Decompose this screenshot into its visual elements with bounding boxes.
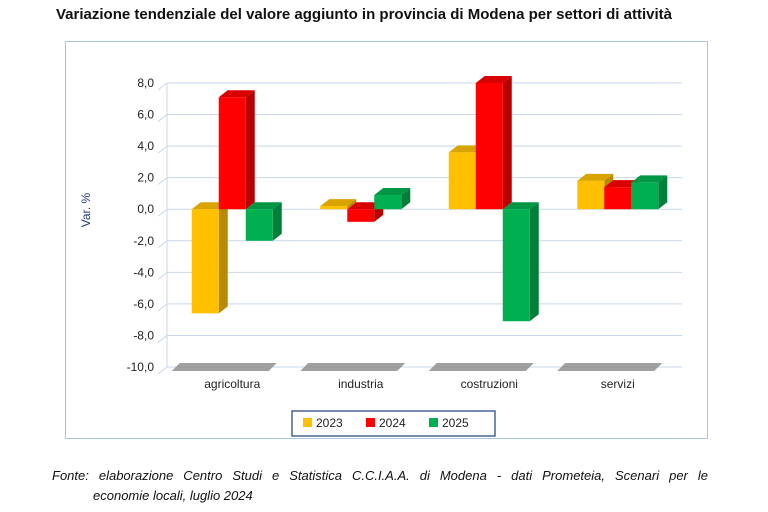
gridline-depth [157,366,168,375]
floor-shadow [300,363,406,371]
bar-agricoltura-2024 [218,90,255,210]
bar-servizi-2025 [631,175,668,210]
bar-side [245,90,255,210]
bar-costruzioni-2025 [502,202,539,322]
bar-top [374,188,411,196]
bar-front [631,182,659,210]
floor-shadow [557,363,663,371]
y-tick-label: -4,0 [133,265,154,279]
x-category-label: industria [338,377,384,391]
bar-side [218,202,228,314]
floor-shadow [171,363,277,371]
legend-label-2024: 2024 [379,416,406,430]
bar-top [502,202,539,210]
legend-swatch-2025 [429,418,438,427]
bar-chart: 8,0 6,0 4,0 2,0 0,0 -2,0 -4,0 -6,0 -8,0 -10,0 agr… [79,76,682,437]
gridline-depth [157,303,168,312]
bar-top [577,173,614,181]
bar-front [245,209,273,241]
chart-title: Variazione tendenziale del valore aggiun… [56,6,672,23]
source-footnote: Fonte: elaborazione Centro Studi e Stati… [52,466,708,506]
y-tick-label: 4,0 [137,139,154,153]
y-tick-label: -10,0 [127,360,155,374]
bar-front [448,152,476,210]
bar-top [475,76,512,83]
legend: 2023 2024 2025 [291,410,496,437]
x-category-label: servizi [601,377,635,391]
y-axis-label: Var. % [79,192,93,227]
floor-shadow [428,363,534,371]
gridline-depth [157,271,168,280]
legend-label-2025: 2025 [442,416,469,430]
y-tick-label: 0,0 [137,202,154,216]
bar-top [218,90,255,98]
bar-industria-2023 [320,199,357,210]
gridline-depth [157,114,168,122]
footnote-line-2: economie locali, luglio 2024 [93,488,253,503]
y-tick-label: -8,0 [133,328,154,342]
footnote-line-1: Fonte: elaborazione Centro Studi e Stati… [52,468,708,483]
gridline-depth [157,177,168,186]
bar-costruzioni-2024 [475,76,512,210]
bar-front [218,97,246,210]
y-tick-label: 8,0 [137,76,154,90]
legend-swatch-2023 [303,418,312,427]
bar-industria-2025 [374,188,411,210]
bar-side [347,199,357,210]
legend-box [291,410,496,437]
legend-swatch-2024 [366,418,375,427]
bar-front [320,206,348,210]
bar-side [401,188,411,210]
x-category-label: agricoltura [204,377,260,391]
bars [191,76,668,322]
gridline-depth [157,82,168,91]
bar-side [658,175,668,210]
x-axis-categories: agricoltura industria costruzioni servizi [204,377,635,391]
bar-front [577,180,605,210]
bar-top [245,202,282,210]
bar-front [475,83,503,210]
gridline-depth [157,335,168,343]
x-category-label: costruzioni [461,377,518,391]
bar-top [320,199,357,207]
y-axis-ticks: 8,0 6,0 4,0 2,0 0,0 -2,0 -4,0 -6,0 -8,0 -10,0 [127,76,155,374]
bar-front [191,209,219,314]
bar-agricoltura-2025 [245,202,282,241]
bar-top [631,175,668,183]
gridline-depth [157,145,168,154]
bar-servizi-2023 [577,173,614,210]
bar-front [604,187,632,210]
bar-front [374,195,402,210]
y-tick-label: -6,0 [133,297,154,311]
bar-front [502,209,530,322]
y-tick-label: 6,0 [137,108,154,122]
y-tick-label: 2,0 [137,171,154,185]
bar-front [347,209,375,222]
legend-label-2023: 2023 [316,416,343,430]
bar-side [502,76,512,210]
bar-side [529,202,539,322]
bar-side [272,202,282,241]
floor-shadows [171,363,663,371]
gridline-depth [157,208,168,217]
bar-agricoltura-2023 [191,202,228,314]
gridline-depth [157,240,168,249]
y-tick-label: -2,0 [133,234,154,248]
chart-area [65,41,708,439]
